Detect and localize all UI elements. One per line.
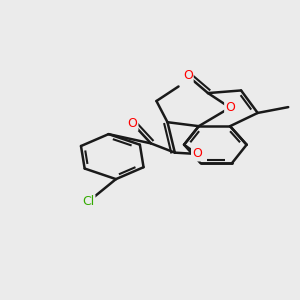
Text: Cl: Cl: [82, 195, 94, 208]
Text: O: O: [192, 148, 202, 160]
Text: O: O: [225, 101, 235, 114]
Text: O: O: [183, 69, 193, 82]
Text: O: O: [128, 117, 137, 130]
